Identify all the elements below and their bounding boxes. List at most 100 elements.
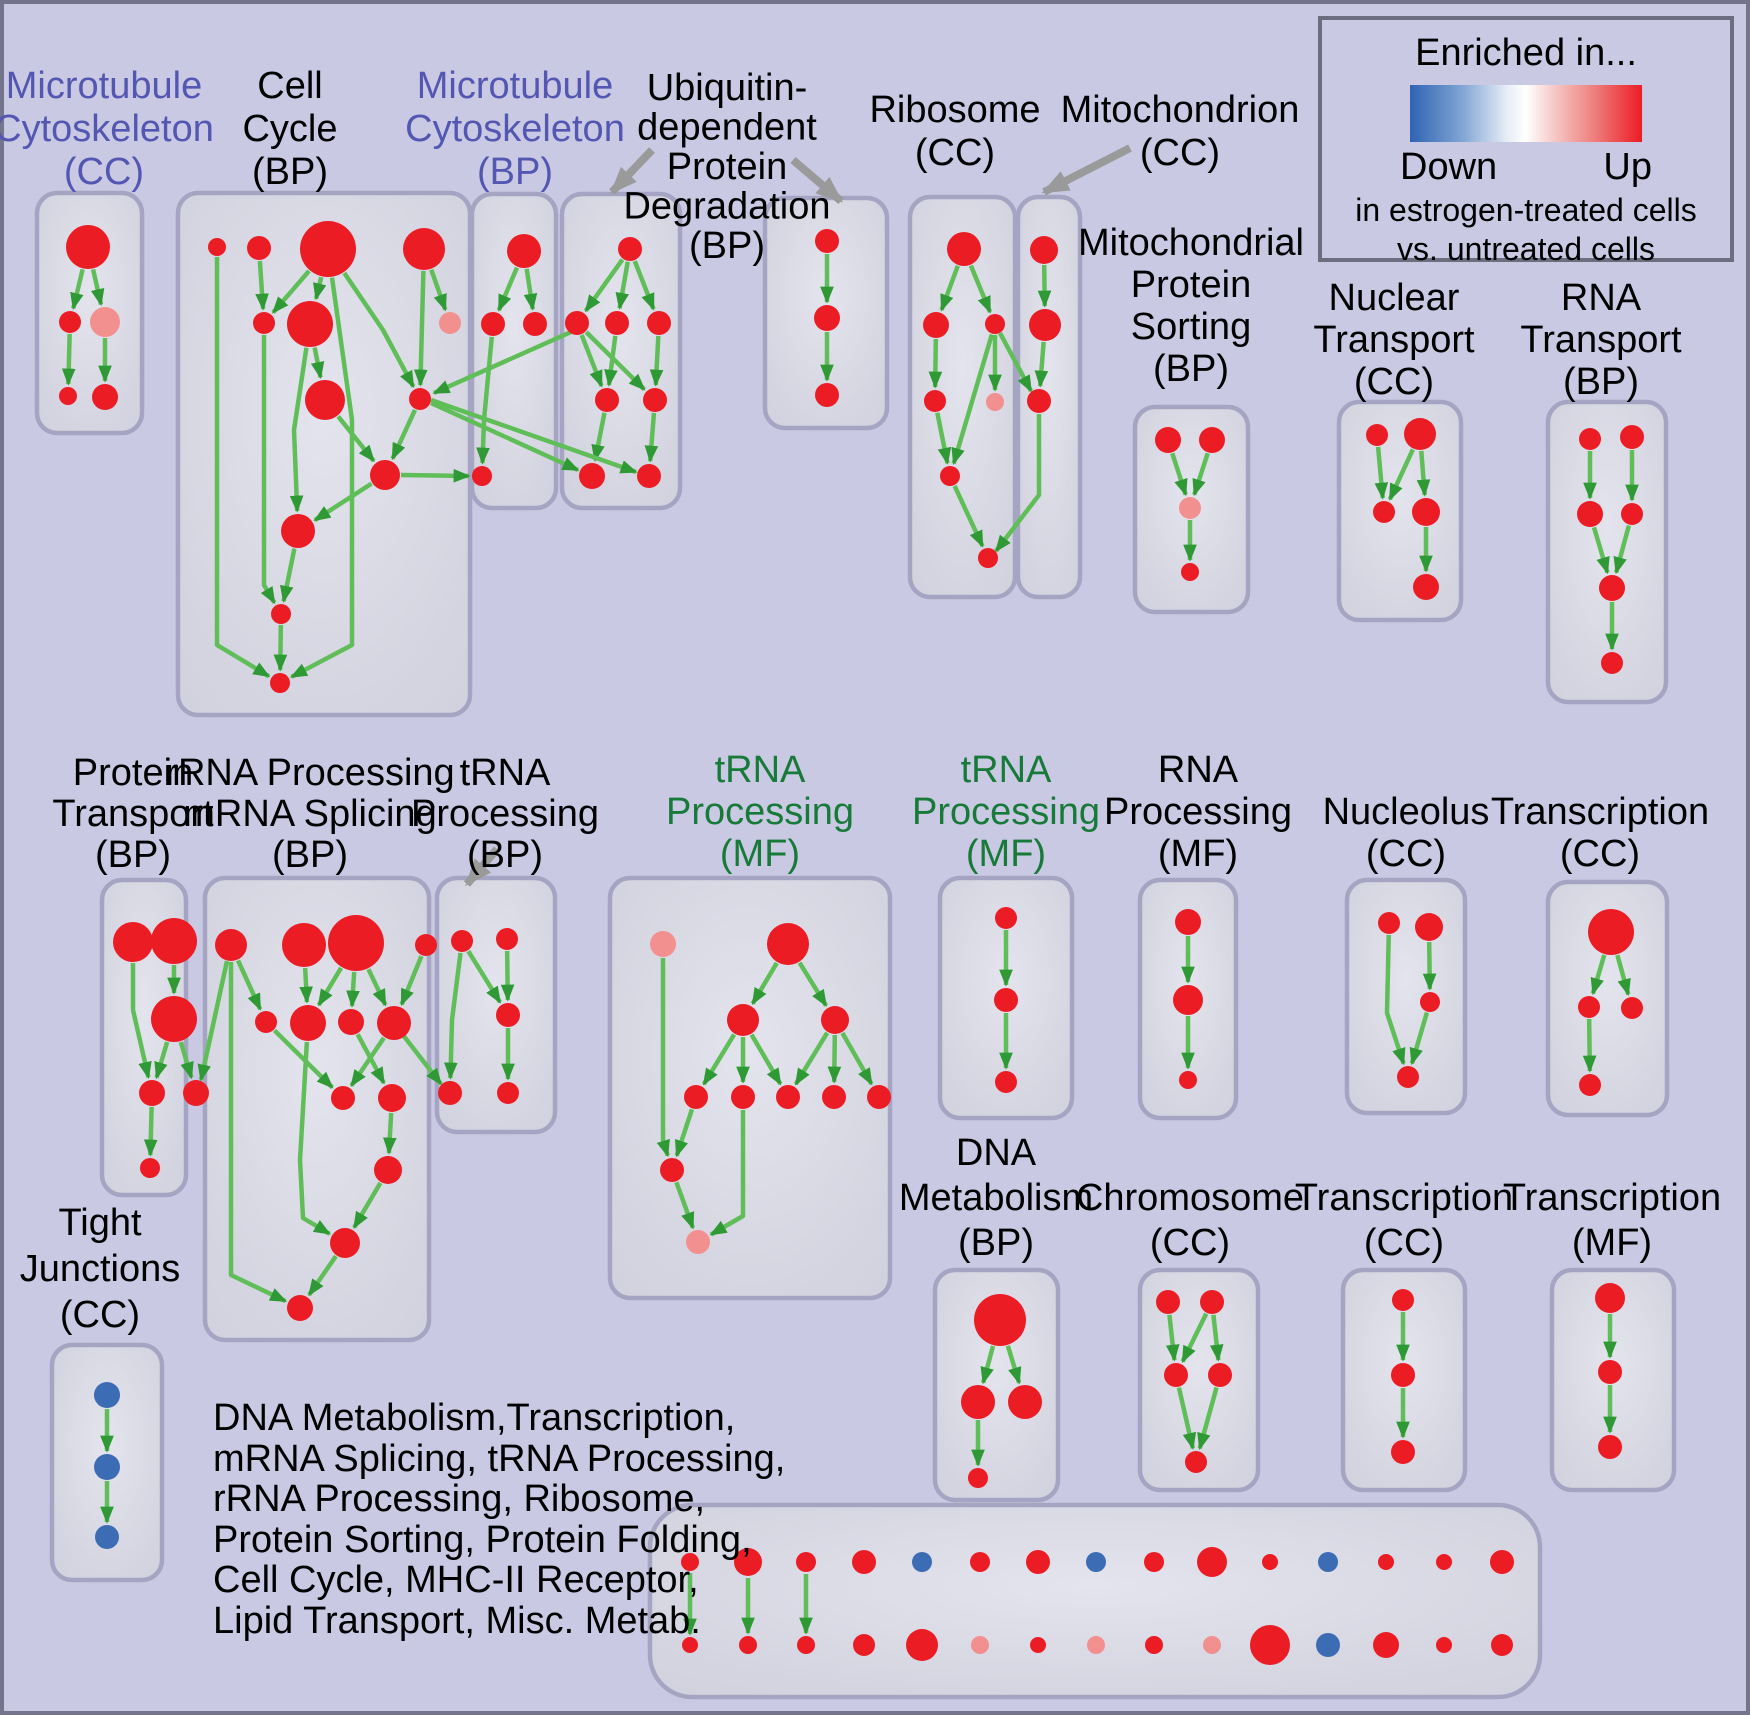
go-term-node-red: [1378, 1554, 1394, 1570]
go-term-node-red: [1145, 1636, 1163, 1654]
edge: [797, 961, 828, 1007]
edge: [1590, 954, 1607, 996]
label-pointer-arrow: [463, 846, 501, 887]
cross-edge-ribosome-to-mito-node: [998, 331, 1033, 393]
edge: [413, 270, 428, 387]
go-term-node-red: [995, 907, 1017, 929]
edge: [366, 968, 388, 1007]
edge: [615, 261, 630, 310]
go-term-node-red: [797, 1636, 815, 1654]
go-term-node-red: [377, 1006, 411, 1040]
go-term-node-red: [113, 922, 153, 962]
go-term-node-red: [1200, 1290, 1224, 1314]
go-term-node-red: [1185, 1451, 1207, 1473]
edge: [793, 1031, 830, 1086]
go-term-node-red: [822, 1085, 846, 1109]
go-term-node-red: [1397, 1066, 1419, 1088]
go-term-node-red: [940, 466, 960, 486]
go-term-node-red: [287, 301, 333, 347]
cluster-label-rna-processing-mf: RNA: [1158, 749, 1239, 791]
go-term-node-pink: [439, 312, 461, 334]
go-term-node-red: [497, 1082, 519, 1104]
go-term-node-red: [739, 1636, 757, 1654]
go-term-node-pink: [686, 1230, 710, 1254]
edge: [496, 266, 520, 312]
go-term-node-red: [1420, 992, 1440, 1012]
edge: [1387, 448, 1415, 501]
edge: [644, 412, 659, 463]
go-term-node-red: [1577, 501, 1603, 527]
go-term-node-red: [139, 1080, 165, 1106]
go-term-node-red: [1030, 236, 1058, 264]
edge: [1384, 934, 1406, 1066]
cluster-label-ubiquitin-degradation-label: dependent: [637, 107, 817, 149]
go-term-node-red: [853, 1634, 875, 1656]
go-term-node-red: [370, 460, 400, 490]
edge: [1416, 450, 1431, 497]
go-term-node-red: [1392, 1289, 1414, 1311]
go-term-node-red: [867, 1085, 891, 1109]
misc-note-line: DNA Metabolism,Transcription,: [213, 1397, 736, 1439]
go-term-node-red: [974, 1294, 1026, 1346]
go-term-node-red: [1373, 501, 1395, 523]
go-term-node-red: [92, 384, 118, 410]
edge: [273, 624, 288, 672]
cross-edge-rrna-to-trnabp-node: [401, 1033, 443, 1086]
go-term-node-red: [643, 388, 667, 412]
edge: [313, 481, 373, 523]
edge: [840, 1031, 874, 1086]
go-term-node-red: [451, 930, 473, 952]
go-term-node-red: [1579, 1074, 1601, 1096]
go-term-node-red: [1155, 427, 1181, 453]
go-term-node-red: [1621, 503, 1643, 525]
edge: [307, 1254, 338, 1297]
go-term-node-red: [1173, 985, 1203, 1015]
go-term-node-red: [1208, 1363, 1232, 1387]
go-term-node-red: [403, 228, 445, 270]
edge: [1422, 941, 1437, 991]
cluster-label-chromosome-cc: Chromosome: [1076, 1177, 1304, 1219]
cluster-label-transcription-mf: (MF): [1572, 1222, 1652, 1264]
go-term-node-red: [994, 988, 1018, 1012]
go-term-node-pink: [1203, 1636, 1221, 1654]
go-term-node-red: [1391, 1363, 1415, 1387]
misc-note-line: Cell Cycle, MHC-II Receptor,: [213, 1559, 699, 1601]
edge: [1176, 1387, 1197, 1451]
edge: [1409, 1011, 1430, 1066]
go-term-node-red: [731, 1085, 755, 1109]
cluster-label-cell-cycle-bp: Cell: [257, 65, 322, 107]
go-term-node-red: [970, 1552, 990, 1572]
cluster-label-dna-metabolism-bp: DNA: [956, 1132, 1037, 1174]
edge: [952, 485, 985, 548]
cluster-label-nucleolus-cc: (CC): [1366, 833, 1446, 875]
go-term-node-red: [595, 388, 619, 412]
go-term-node-red: [1250, 1625, 1290, 1665]
go-term-node-red: [59, 311, 81, 333]
edge: [1613, 524, 1632, 575]
edge: [968, 264, 993, 314]
cluster-label-cell-cycle-bp: (BP): [252, 151, 328, 193]
cross-edge-mito-chain-to-ribosome-bottom: [994, 414, 1042, 553]
cluster-label-nuclear-transport-cc: Transport: [1313, 319, 1475, 361]
go-term-node-red: [1197, 1547, 1227, 1577]
cluster-label-dna-metabolism-bp: Metabolism: [899, 1177, 1093, 1219]
go-term-node-red: [815, 383, 839, 407]
cluster-label-ribosome-cc: Ribosome: [869, 89, 1040, 131]
go-term-node-red: [378, 1084, 406, 1112]
go-term-node-red: [1578, 996, 1600, 1018]
edge: [674, 1181, 696, 1230]
cluster-box-nuclear-transport-cc: [1336, 399, 1464, 623]
cluster-label-transcription-cc-mid: Transcription: [1491, 791, 1709, 833]
go-term-node-red: [1164, 1363, 1188, 1387]
legend-caption-line1: in estrogen-treated cells: [1355, 192, 1697, 228]
go-term-node-blue: [94, 1382, 120, 1408]
go-term-node-red: [1413, 574, 1439, 600]
go-term-node-red: [978, 548, 998, 568]
cluster-label-rrna-processing-mrna-splicing-bp: (BP): [272, 834, 348, 876]
misc-note-line: mRNA Splicing, tRNA Processing,: [213, 1437, 786, 1480]
go-term-node-red: [923, 312, 949, 338]
go-term-node-red: [1378, 912, 1400, 934]
cross-edge-rrna-to-proteintransport-node: [197, 960, 230, 1082]
cluster-label-chromosome-cc: (CC): [1150, 1222, 1230, 1264]
